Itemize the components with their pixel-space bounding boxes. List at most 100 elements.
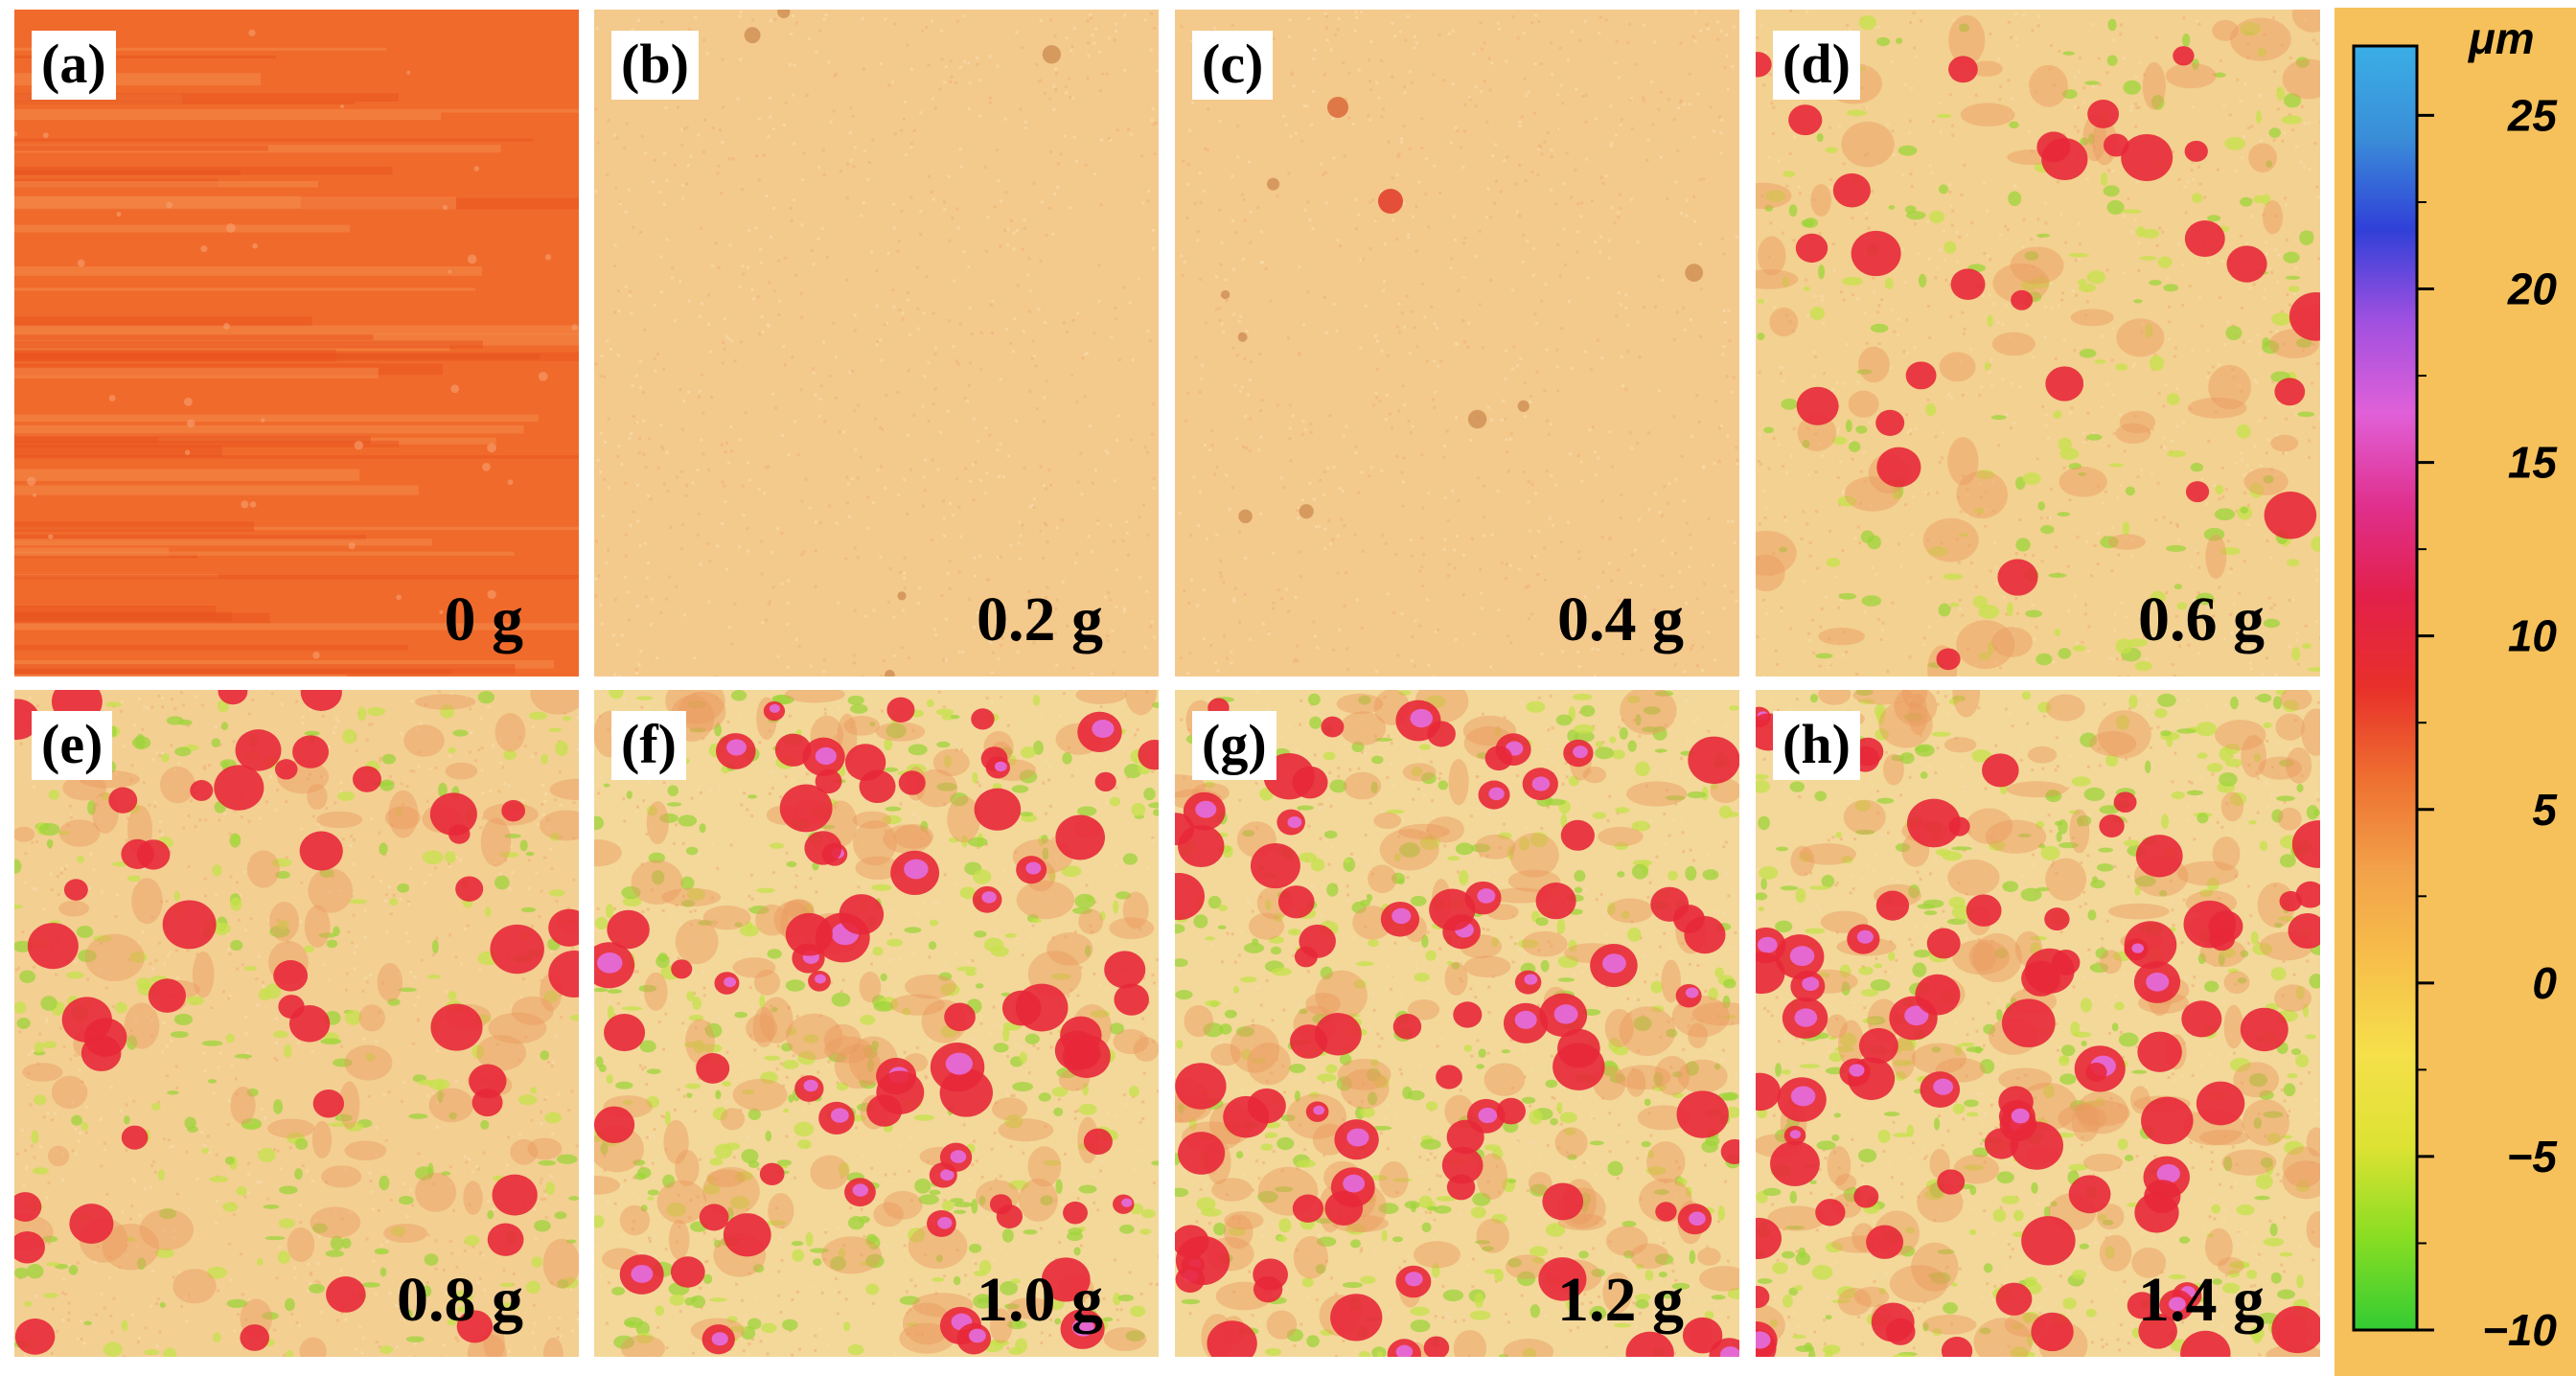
surface-grain	[1863, 311, 1867, 315]
surface-grain	[616, 643, 620, 647]
surface-grain	[2315, 579, 2319, 583]
surface-grain	[172, 1228, 175, 1232]
surface-grain	[1242, 445, 1246, 448]
surface-grain	[1214, 661, 1218, 665]
surface-grain	[2272, 138, 2276, 142]
surface-grain	[1527, 585, 1530, 588]
surface-grain	[151, 1007, 155, 1011]
surface-grain	[518, 1133, 522, 1136]
surface-grain	[806, 780, 810, 784]
surface-grain	[2255, 381, 2259, 385]
surface-grain	[1610, 465, 1614, 469]
low-region	[135, 733, 146, 749]
surface-grain	[1537, 529, 1541, 533]
surface-grain	[677, 105, 680, 109]
surface-grain	[202, 767, 206, 770]
surface-grain	[76, 1261, 80, 1265]
surface-grain	[893, 1352, 897, 1356]
surface-grain	[973, 574, 977, 578]
surface-grain	[1986, 254, 1990, 258]
surface-grain	[827, 60, 831, 64]
surface-grain	[818, 1327, 822, 1331]
surface-grain	[907, 1333, 910, 1336]
surface-grain	[1414, 249, 1418, 253]
surface-grain	[932, 197, 935, 201]
surface-grain	[680, 427, 684, 431]
surface-grain	[1719, 151, 1723, 155]
surface-grain	[1571, 30, 1575, 34]
surface-grain	[2309, 168, 2312, 172]
surface-streak	[14, 287, 475, 291]
surface-grain	[1758, 522, 1761, 526]
surface-grain	[255, 977, 259, 981]
surface-grain	[892, 654, 896, 657]
surface-grain	[180, 691, 184, 695]
surface-grain	[1394, 553, 1398, 557]
surface-grain	[448, 1240, 452, 1244]
surface-grain	[664, 597, 668, 601]
surface-grain	[1944, 278, 1948, 282]
surface-grain	[2119, 33, 2123, 36]
surface-grain	[1530, 171, 1534, 174]
surface-grain	[638, 230, 642, 234]
low-region	[224, 1156, 235, 1165]
surface-grain	[531, 1331, 535, 1335]
surface-grain	[832, 321, 836, 325]
surface-grain	[1468, 97, 1472, 101]
surface-grain	[792, 13, 795, 17]
surface-grain	[1685, 214, 1689, 218]
surface-grain	[2285, 417, 2288, 421]
surface-grain	[1841, 654, 1845, 657]
surface-grain	[623, 1146, 627, 1150]
surface-grain	[1962, 332, 1966, 335]
surface-grain	[92, 798, 96, 802]
surface-grain	[156, 1297, 160, 1301]
surface-grain	[245, 1057, 249, 1061]
surface-grain	[2250, 125, 2254, 128]
surface-grain	[1311, 227, 1315, 231]
surface-grain	[838, 1291, 841, 1295]
surface-grain	[759, 1015, 763, 1019]
mound	[539, 810, 579, 841]
surface-grain	[2001, 378, 2005, 381]
surface-grain	[1213, 472, 1217, 476]
surface-grain	[1062, 1310, 1066, 1314]
surface-grain	[1354, 227, 1358, 231]
surface-grain	[1424, 156, 1428, 160]
low-region	[519, 839, 528, 852]
mound	[415, 694, 476, 710]
surface-grain	[1276, 195, 1279, 198]
surface-grain	[1054, 88, 1058, 92]
surface-grain	[624, 533, 628, 537]
surface-grain	[631, 28, 634, 32]
surface-speck	[538, 371, 548, 381]
surface-grain	[1792, 330, 1796, 333]
surface-grain	[1723, 584, 1727, 587]
surface-grain	[457, 1286, 461, 1290]
surface-grain	[1316, 646, 1320, 650]
particle-peak	[2184, 219, 2225, 258]
low-region	[1837, 495, 1857, 507]
surface-grain	[903, 571, 907, 575]
surface-grain	[238, 918, 242, 922]
surface-grain	[2070, 406, 2074, 410]
surface-grain	[597, 791, 601, 795]
surface-grain	[650, 827, 654, 831]
surface-grain	[885, 322, 888, 326]
low-region	[129, 951, 148, 964]
surface-grain	[2308, 456, 2312, 460]
low-region	[1764, 204, 1774, 212]
surface-grain	[1654, 305, 1658, 309]
surface-grain	[344, 988, 348, 992]
surface-grain	[99, 1117, 103, 1121]
surface-grain	[1343, 604, 1346, 608]
surface-grain	[748, 1034, 751, 1038]
surface-grain	[266, 1197, 270, 1201]
low-region	[1757, 298, 1765, 304]
surface-grain	[925, 25, 929, 29]
surface-grain	[2265, 252, 2268, 256]
surface-grain	[2050, 487, 2054, 491]
surface-grain	[1783, 518, 1787, 522]
surface-streak	[14, 167, 393, 175]
surface-grain	[1881, 628, 1885, 631]
